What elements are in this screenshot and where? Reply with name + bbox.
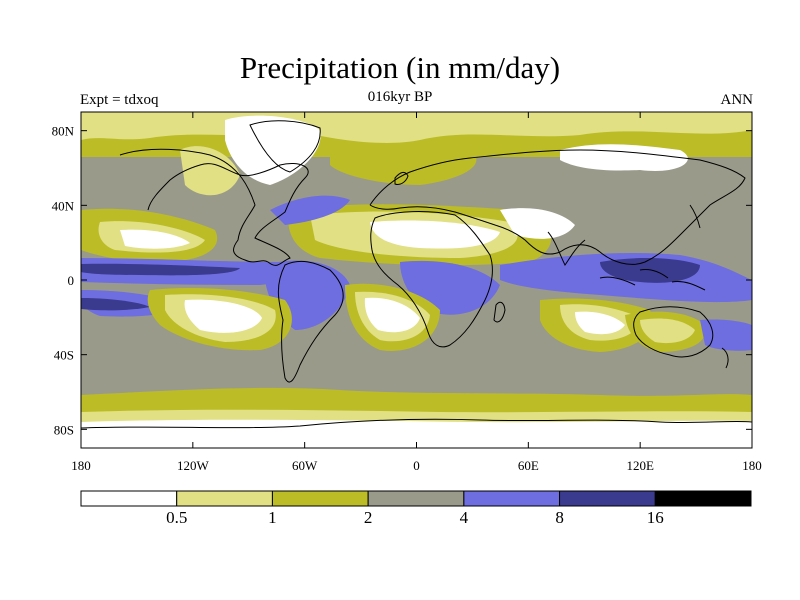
field-s-ocean-wet [700, 319, 752, 351]
field-australia-dry [640, 318, 695, 344]
field-s-atlantic-dry [364, 297, 420, 333]
map-plot-area [81, 112, 752, 448]
field-antarctic-dry [81, 419, 752, 448]
field-arabia-dry [500, 208, 575, 239]
colorbar-swatch [463, 490, 561, 507]
x-tick-label: 120W [177, 458, 210, 473]
season-label: ANN [720, 92, 754, 108]
y-tick-label: 0 [68, 273, 75, 288]
field-s-pacific-core [81, 298, 150, 311]
x-tick-label: 180 [742, 458, 762, 473]
coast-greenland [249, 120, 321, 173]
field-europe-wet [330, 144, 477, 185]
experiment-label: Expt = tdxoq [80, 92, 159, 108]
x-tick-label: 120E [626, 458, 654, 473]
coast-eurasia [369, 149, 746, 265]
colorbar-label: 8 [555, 508, 564, 527]
coast-africa [370, 211, 493, 348]
x-tick-label: 0 [413, 458, 420, 473]
axis-ticks: 180 120W 60W 0 60E 120E 180 80N 40N 0 40S 80S [52, 112, 762, 473]
x-tick-label: 60W [292, 458, 318, 473]
colorbar-swatch [271, 490, 369, 507]
coast-uk [394, 171, 409, 185]
field-n-pacific-core [120, 229, 190, 249]
x-tick-label: 180 [71, 458, 91, 473]
colorbar-label: 4 [460, 508, 469, 527]
coast-japan [689, 204, 701, 229]
coast-antarctica [81, 418, 752, 429]
colorbar-swatch [654, 490, 752, 507]
colorbar-label: 16 [647, 508, 664, 527]
field-se-pacific-dry [184, 299, 262, 333]
colorbar-swatch [559, 490, 656, 507]
colorbar-label: 0.5 [166, 508, 187, 527]
coast-indonesia [599, 269, 706, 291]
coast-south-america [277, 260, 344, 383]
coast-north-america [119, 148, 309, 266]
coastlines [81, 120, 752, 429]
coast-new-zealand [721, 347, 729, 369]
y-tick-label: 80S [54, 422, 74, 437]
field-canada-light [180, 146, 240, 196]
field-n-atlantic-wet [270, 195, 350, 225]
period-label: 016kyr BP [367, 89, 433, 105]
field-sahara-dry [370, 220, 500, 249]
colorbar-swatch [367, 490, 465, 507]
field-siberia-dry [560, 144, 688, 171]
y-tick-label: 40N [52, 198, 75, 213]
colorbar-label: 1 [268, 508, 277, 527]
colorbar-swatch [80, 490, 178, 507]
map-title: Precipitation (in mm/day) [239, 50, 561, 85]
colorbar-swatch [176, 490, 273, 507]
field-itcz-pacific-core [81, 263, 240, 276]
coast-madagascar [493, 301, 506, 323]
colorbar-label: 2 [364, 508, 373, 527]
coast-india [547, 231, 586, 266]
y-tick-label: 40S [54, 348, 74, 363]
coast-australia [633, 306, 714, 358]
x-tick-label: 60E [518, 458, 539, 473]
colorbar: 0.5 1 2 4 8 16 [80, 490, 752, 527]
field-s-indian-dry [575, 311, 625, 335]
y-tick-label: 80N [52, 124, 75, 139]
